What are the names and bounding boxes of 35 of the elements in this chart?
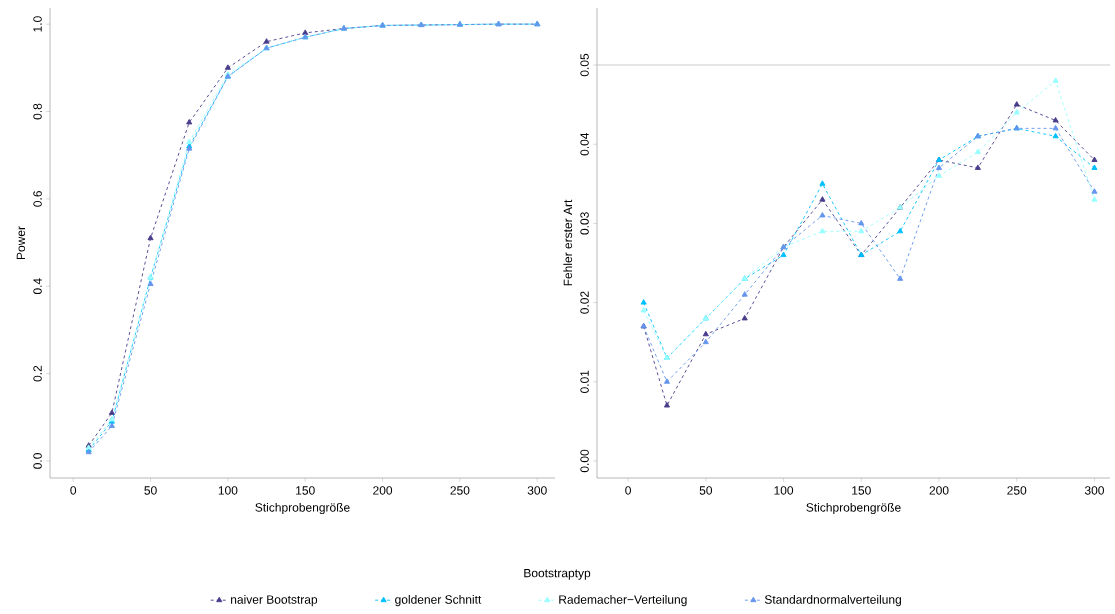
x-tick-label: 200 <box>373 486 393 495</box>
x-tick-label: 100 <box>774 486 794 495</box>
x-tick-label: 50 <box>144 486 157 495</box>
y-tick-label: 0.01 <box>580 370 589 393</box>
y-axis-title: Power <box>16 226 26 260</box>
y-tick-label: 0.4 <box>33 278 42 295</box>
x-axis-title: Stichprobengröße <box>806 502 901 515</box>
y-tick-label: 0.0 <box>33 453 42 469</box>
legend-label: Standardnormalverteilung <box>764 594 901 607</box>
legend-title: Bootstraptyp <box>524 568 591 580</box>
x-tick-label: 150 <box>852 486 871 495</box>
y-tick-label: 0.8 <box>33 103 42 120</box>
y-tick-label: 0.05 <box>580 53 589 77</box>
y-tick-label: 0.02 <box>580 291 589 314</box>
legend-label: goldener Schnitt <box>395 594 482 607</box>
legend-label: Rademacher−Verteilung <box>559 594 687 607</box>
x-tick-label: 0 <box>625 486 631 495</box>
y-tick-label: 0.04 <box>580 132 589 156</box>
x-tick-label: 250 <box>450 486 470 495</box>
y-tick-label: 0.00 <box>580 449 589 473</box>
x-tick-label: 100 <box>218 486 238 495</box>
x-tick-label: 200 <box>929 486 949 495</box>
y-axis-title: Fehler erster Art <box>563 199 573 286</box>
x-tick-label: 300 <box>1084 486 1105 495</box>
y-tick-label: 0.2 <box>33 365 42 382</box>
x-tick-label: 0 <box>70 486 77 495</box>
x-tick-label: 50 <box>699 486 713 495</box>
legend-label: naiver Bootstrap <box>231 594 318 607</box>
y-tick-label: 0.6 <box>33 191 42 207</box>
x-tick-label: 300 <box>527 486 547 495</box>
y-tick-label: 1.0 <box>33 16 42 32</box>
x-axis-title: Stichprobengröße <box>255 502 350 515</box>
x-tick-label: 250 <box>1007 486 1027 495</box>
y-tick-label: 0.03 <box>580 212 589 235</box>
x-tick-label: 150 <box>296 486 315 495</box>
